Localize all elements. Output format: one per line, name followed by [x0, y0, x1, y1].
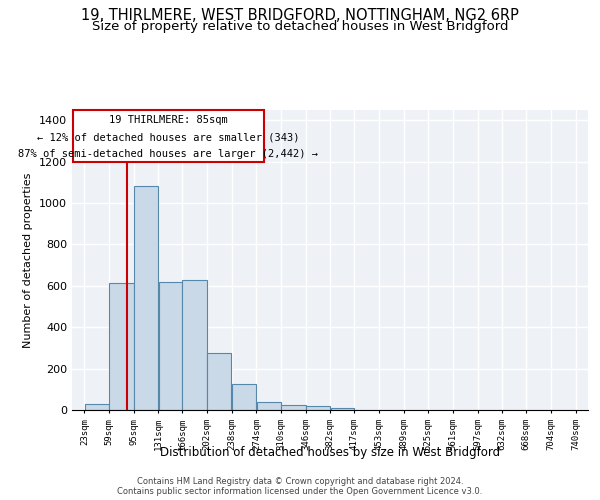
Text: Size of property relative to detached houses in West Bridgford: Size of property relative to detached ho… [92, 20, 508, 33]
Text: ← 12% of detached houses are smaller (343): ← 12% of detached houses are smaller (34… [37, 132, 299, 142]
Bar [134, 186, 158, 410]
Text: Contains HM Land Registry data © Crown copyright and database right 2024.: Contains HM Land Registry data © Crown c… [137, 476, 463, 486]
Text: Contains public sector information licensed under the Open Government Licence v3: Contains public sector information licen… [118, 486, 482, 496]
Text: 19, THIRLMERE, WEST BRIDGFORD, NOTTINGHAM, NG2 6RP: 19, THIRLMERE, WEST BRIDGFORD, NOTTINGHA… [81, 8, 519, 22]
Bar [232, 384, 256, 410]
Bar [281, 406, 305, 410]
Bar [207, 353, 232, 410]
Bar [331, 408, 354, 410]
Bar [257, 402, 281, 410]
Text: Distribution of detached houses by size in West Bridgford: Distribution of detached houses by size … [160, 446, 500, 459]
Bar [73, 110, 264, 162]
Y-axis label: Number of detached properties: Number of detached properties [23, 172, 34, 348]
Bar [109, 283, 134, 410]
Text: 87% of semi-detached houses are larger (2,442) →: 87% of semi-detached houses are larger (… [18, 150, 318, 160]
Bar [158, 282, 182, 410]
Bar [306, 406, 330, 410]
Text: 19 THIRLMERE: 85sqm: 19 THIRLMERE: 85sqm [109, 116, 227, 126]
Bar [85, 404, 109, 410]
Bar [182, 280, 207, 410]
